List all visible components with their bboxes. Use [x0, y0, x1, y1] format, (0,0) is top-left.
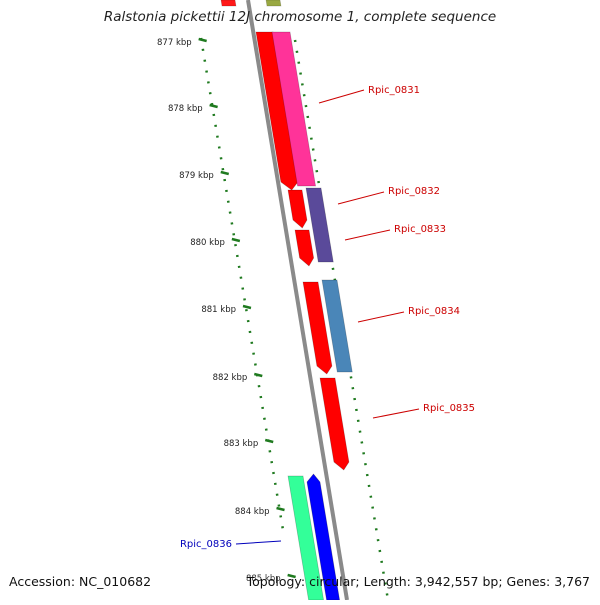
ruler-tick	[287, 573, 296, 579]
gene-label-rpic-0831: Rpic_0831	[368, 85, 420, 96]
cds-partial-top	[220, 0, 237, 7]
gene-label-rpic-0833: Rpic_0833	[394, 224, 446, 235]
ruler-tick-label: 880 kbp	[190, 238, 225, 248]
ruler-tick-label: 882 kbp	[213, 373, 248, 383]
ruler-tick	[209, 103, 218, 109]
gene-leader-line	[337, 191, 385, 205]
gene-block-rpic-0834	[321, 279, 353, 373]
gene-block-rpic-0833	[305, 187, 334, 263]
ruler-tick	[231, 237, 241, 243]
map-title: Ralstonia pickettii 12J chromosome 1, co…	[103, 9, 497, 25]
cds-block	[319, 377, 350, 471]
cds-block	[302, 281, 333, 375]
ruler-tick	[198, 37, 207, 43]
ruler-tick	[242, 304, 252, 310]
gene-label-rpic-0835: Rpic_0835	[423, 403, 475, 414]
gene-label-rpic-0834: Rpic_0834	[408, 306, 460, 317]
ruler-tick-label: 878 kbp	[168, 104, 203, 114]
cds-block	[287, 189, 308, 229]
backbone-line	[246, 0, 349, 601]
topology-text: Topology: circular; Length: 3,942,557 bp…	[246, 574, 590, 589]
accession-text: Accession: NC_010682	[9, 574, 152, 589]
gene-label-rpic-0836: Rpic_0836	[180, 539, 232, 550]
gene-block-blue	[306, 473, 341, 601]
ruler-tick-label: 881 kbp	[201, 305, 236, 315]
ruler-tick	[264, 438, 274, 444]
gene-block-rpic-0831	[271, 31, 316, 187]
ruler-tick-label: 879 kbp	[179, 171, 214, 181]
gene-leader-line	[372, 408, 420, 419]
ruler-tick-label: 884 kbp	[235, 507, 270, 517]
ruler-tick-label: 885 kbp	[246, 574, 281, 584]
gene-leader-line	[357, 311, 405, 323]
gene-leader-line	[344, 229, 391, 241]
ruler-tick	[276, 506, 285, 512]
cds-block	[255, 31, 299, 191]
ruler-tick	[253, 372, 263, 378]
ruler-line-outer	[293, 39, 390, 601]
gene-leader-line	[235, 540, 282, 545]
gene-label-rpic-0832: Rpic_0832	[388, 186, 440, 197]
ruler-tick-label: 877 kbp	[157, 38, 192, 48]
gene-leader-line	[318, 89, 365, 104]
cds-block	[294, 229, 315, 267]
ruler-tick-label: 883 kbp	[224, 439, 259, 449]
cds-partial-olive	[265, 0, 282, 7]
ruler-tick	[220, 170, 230, 176]
